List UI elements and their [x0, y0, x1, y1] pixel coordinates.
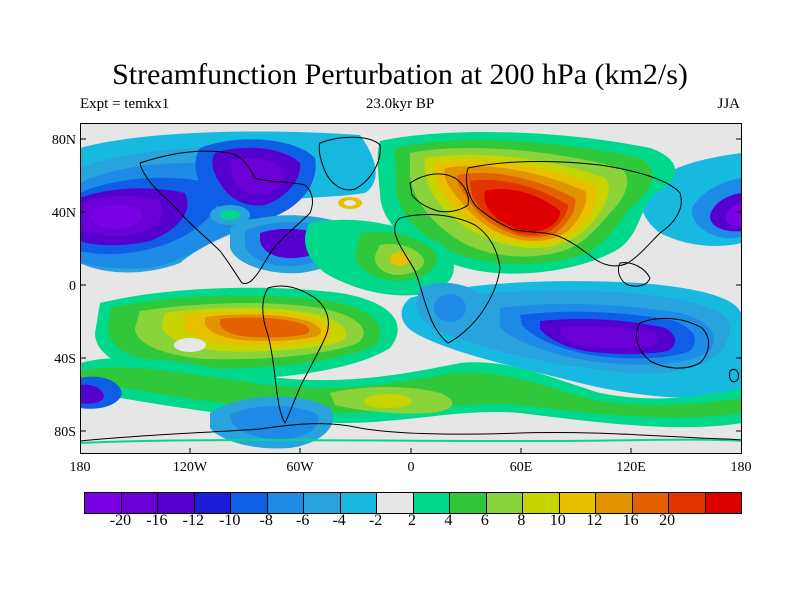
negative-contour-indian-ocean	[401, 281, 742, 399]
colorbar	[84, 492, 742, 514]
colorbar-swatch	[340, 493, 377, 513]
colorbar-swatch	[486, 493, 523, 513]
colorbar-swatch	[705, 493, 741, 513]
colorbar-label: 2	[408, 512, 416, 529]
experiment-label: Expt = temkx1	[80, 96, 170, 112]
colorbar-label: 10	[549, 512, 566, 529]
lat-label-80s: 80S	[54, 425, 76, 440]
lon-label-0: 0	[407, 460, 415, 475]
time-label: 23.0kyr BP	[365, 96, 435, 112]
colorbar-swatch	[632, 493, 669, 513]
lat-label-equator: 0	[69, 279, 76, 294]
africa-coastline	[394, 213, 501, 344]
colorbar-swatch	[304, 493, 341, 513]
colorbar-label: 16	[622, 512, 639, 529]
streamfunction-map	[80, 123, 742, 454]
colorbar-swatch	[559, 493, 596, 513]
colorbar-swatch	[231, 493, 268, 513]
negative-contour-africa	[416, 282, 486, 335]
colorbar-label: 8	[517, 512, 526, 529]
lon-label-180e: 180	[730, 460, 752, 475]
colorbar-label: 20	[659, 512, 676, 529]
greenland-coastline	[318, 136, 381, 191]
southeast-asia-coastline	[617, 262, 651, 287]
lon-label-60e: 60E	[509, 460, 533, 475]
positive-contour-eurasia	[377, 131, 676, 274]
colorbar-swatch	[85, 493, 122, 513]
negative-contour-north-america	[80, 131, 376, 273]
lat-label-40n: 40N	[51, 206, 76, 221]
colorbar-swatch	[596, 493, 633, 513]
colorbar-label: 4	[444, 512, 453, 529]
colorbar-label: -6	[295, 512, 310, 529]
colorbar-label: 12	[586, 512, 603, 529]
colorbar-label: -8	[259, 512, 273, 529]
coastlines	[80, 136, 742, 442]
colorbar-swatch	[413, 493, 450, 513]
colorbar-label: -20	[109, 512, 132, 529]
colorbar-swatch	[267, 493, 304, 513]
north-america-coastline	[139, 150, 313, 284]
season-label: JJA	[717, 96, 740, 112]
colorbar-label: -16	[146, 512, 168, 529]
lon-label-180w: 180	[69, 460, 91, 475]
colorbar-label: -4	[332, 512, 346, 529]
colorbar-label: -10	[219, 512, 241, 529]
antarctica-coastline	[80, 423, 742, 442]
colorbar-swatch	[194, 493, 231, 513]
colorbar-label: -12	[182, 512, 204, 529]
lon-label-60w: 60W	[286, 460, 314, 475]
europe-coastline	[409, 173, 469, 213]
lon-label-120w: 120W	[172, 460, 208, 475]
positive-contour-south-america	[95, 287, 398, 380]
asia-coastline	[465, 160, 682, 267]
lon-label-120e: 120E	[616, 460, 646, 475]
colorbar-label: -2	[368, 512, 383, 529]
lat-label-40s: 40S	[54, 352, 76, 367]
colorbar-swatch	[523, 493, 560, 513]
south-america-coastline	[262, 285, 329, 424]
new-zealand-coastline	[729, 368, 739, 383]
colorbar-swatch	[450, 493, 487, 513]
colorbar-swatch	[121, 493, 158, 513]
colorbar-swatch	[158, 493, 195, 513]
lat-label-80n: 80N	[51, 133, 76, 148]
australia-coastline	[635, 318, 709, 369]
colorbar-swatch	[377, 493, 414, 513]
colorbar-label: 6	[480, 512, 489, 529]
axis-ticks	[80, 138, 742, 454]
colorbar-swatch	[669, 493, 706, 513]
negative-contour-antarctica	[210, 396, 334, 449]
plot-title: Streamfunction Perturbation at 200 hPa (…	[112, 58, 688, 91]
